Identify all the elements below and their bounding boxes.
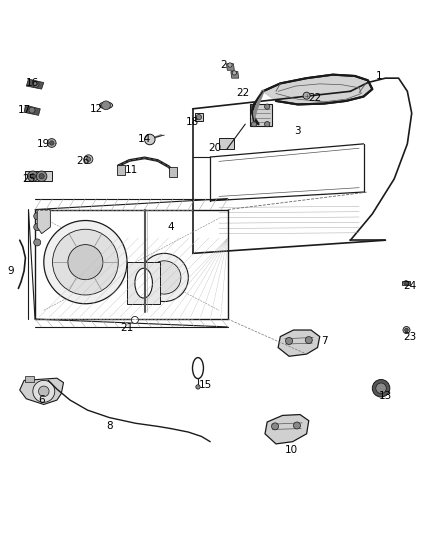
Circle shape — [286, 337, 293, 344]
Ellipse shape — [99, 102, 113, 109]
Circle shape — [131, 317, 138, 324]
Text: 22: 22 — [237, 88, 250, 99]
Ellipse shape — [193, 358, 203, 378]
Circle shape — [265, 122, 270, 127]
Bar — [117, 165, 125, 174]
Bar — [219, 138, 234, 149]
Circle shape — [39, 174, 44, 179]
Text: 9: 9 — [7, 266, 14, 276]
Bar — [169, 167, 177, 177]
Circle shape — [272, 423, 279, 430]
Circle shape — [34, 239, 41, 246]
Circle shape — [372, 379, 390, 397]
Text: 26: 26 — [77, 156, 90, 166]
Text: 18: 18 — [186, 117, 199, 127]
Polygon shape — [278, 330, 320, 356]
Circle shape — [28, 171, 38, 182]
Text: 3: 3 — [294, 126, 301, 136]
Circle shape — [140, 253, 188, 302]
Polygon shape — [231, 71, 239, 78]
Text: 17: 17 — [18, 104, 31, 115]
Circle shape — [39, 386, 49, 397]
Text: 13: 13 — [379, 391, 392, 401]
Text: 22: 22 — [309, 93, 322, 103]
Circle shape — [293, 422, 300, 429]
Circle shape — [44, 221, 127, 304]
Circle shape — [305, 336, 312, 344]
Text: 7: 7 — [321, 336, 328, 346]
Text: 12: 12 — [90, 104, 103, 114]
Circle shape — [405, 328, 408, 332]
Polygon shape — [250, 104, 272, 126]
Circle shape — [30, 174, 35, 179]
Circle shape — [303, 92, 310, 99]
Circle shape — [84, 155, 93, 164]
Circle shape — [49, 141, 54, 145]
Text: 16: 16 — [26, 77, 39, 87]
Bar — [25, 376, 34, 382]
Text: 4: 4 — [167, 222, 174, 232]
Polygon shape — [226, 64, 234, 70]
Polygon shape — [265, 415, 309, 444]
Circle shape — [251, 122, 257, 127]
Polygon shape — [26, 79, 44, 89]
Bar — [195, 113, 203, 121]
Ellipse shape — [135, 268, 152, 298]
Text: 1: 1 — [375, 71, 382, 81]
Bar — [127, 262, 160, 304]
Text: 21: 21 — [120, 323, 134, 333]
Circle shape — [36, 171, 47, 182]
Circle shape — [47, 139, 56, 147]
Circle shape — [251, 104, 257, 109]
Circle shape — [196, 385, 200, 389]
Text: 23: 23 — [403, 332, 416, 342]
Text: 2: 2 — [220, 60, 227, 70]
Text: 11: 11 — [125, 165, 138, 175]
Circle shape — [196, 115, 201, 120]
Text: 20: 20 — [208, 143, 221, 154]
Polygon shape — [24, 106, 40, 115]
Circle shape — [228, 63, 232, 67]
Circle shape — [34, 213, 41, 220]
Polygon shape — [20, 378, 64, 405]
Circle shape — [403, 327, 410, 334]
Text: 10: 10 — [285, 446, 298, 456]
Circle shape — [29, 107, 35, 113]
Circle shape — [34, 223, 41, 231]
Circle shape — [376, 383, 386, 393]
Circle shape — [265, 104, 270, 109]
Bar — [402, 280, 410, 285]
Text: 19: 19 — [37, 139, 50, 149]
Polygon shape — [37, 209, 50, 233]
Text: 6: 6 — [38, 395, 45, 405]
Circle shape — [145, 134, 155, 145]
Text: 15: 15 — [199, 379, 212, 390]
Circle shape — [102, 101, 110, 110]
Text: 14: 14 — [138, 134, 151, 144]
Circle shape — [86, 157, 91, 161]
Text: 25: 25 — [22, 174, 35, 184]
Circle shape — [148, 261, 181, 294]
Circle shape — [33, 81, 39, 87]
Bar — [25, 172, 52, 181]
Polygon shape — [263, 75, 372, 104]
Circle shape — [68, 245, 103, 280]
Circle shape — [404, 280, 408, 285]
Circle shape — [232, 71, 237, 75]
Text: 24: 24 — [403, 281, 416, 291]
Circle shape — [33, 381, 55, 402]
Circle shape — [53, 229, 118, 295]
Text: 8: 8 — [106, 422, 113, 431]
